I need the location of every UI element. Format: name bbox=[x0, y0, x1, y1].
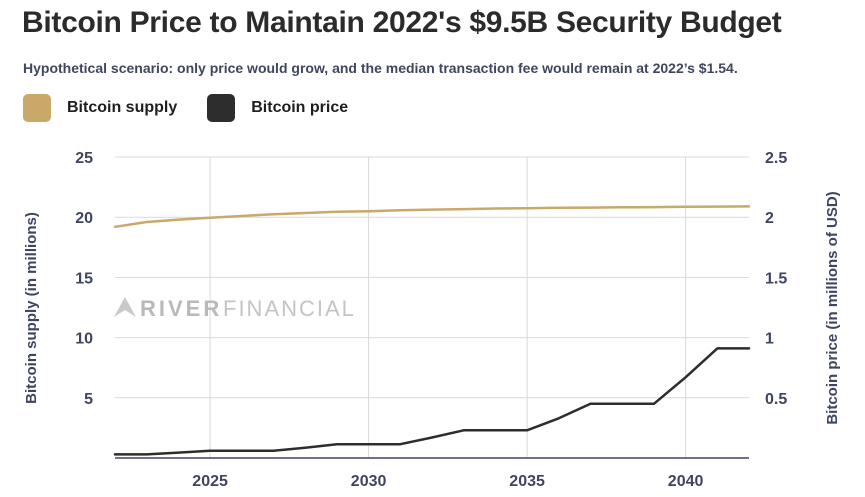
y-left-axis-title: Bitcoin supply (in millions) bbox=[23, 212, 40, 404]
y-right-tick-label: 0.5 bbox=[765, 391, 787, 408]
x-tick-label: 2040 bbox=[668, 473, 704, 490]
y-right-tick-label: 2 bbox=[765, 210, 774, 227]
y-left-tick-label: 5 bbox=[84, 391, 93, 408]
legend-label-supply: Bitcoin supply bbox=[67, 99, 178, 116]
legend: Bitcoin supply Bitcoin price bbox=[23, 92, 378, 124]
watermark-logo-icon bbox=[114, 297, 136, 317]
series-line-price bbox=[113, 347, 751, 456]
watermark-brand: RIVER bbox=[140, 296, 222, 321]
legend-swatch-price bbox=[207, 94, 236, 122]
y-right-tick-label: 1 bbox=[765, 331, 774, 348]
watermark-logo: RIVER FINANCIAL bbox=[114, 296, 356, 321]
y-right-tick-label: 1.5 bbox=[765, 270, 787, 287]
series-line-supply bbox=[113, 205, 751, 229]
y-left-tick-label: 20 bbox=[75, 210, 93, 227]
watermark-suffix: FINANCIAL bbox=[223, 296, 356, 321]
y-left-tick-label: 25 bbox=[75, 150, 93, 167]
y-right-axis-title: Bitcoin price (in millions of USD) bbox=[824, 191, 841, 424]
x-tick-label: 2035 bbox=[509, 473, 545, 490]
y-left-tick-label: 15 bbox=[75, 270, 93, 287]
chart-subtitle: Hypothetical scenario: only price would … bbox=[23, 60, 738, 76]
legend-swatch-supply bbox=[23, 94, 51, 122]
legend-item-price[interactable]: Bitcoin price bbox=[207, 94, 348, 122]
x-tick-label: 2025 bbox=[192, 473, 228, 490]
chart-title: Bitcoin Price to Maintain 2022's $9.5B S… bbox=[22, 6, 782, 39]
y-left-tick-label: 10 bbox=[75, 331, 93, 348]
y-right-tick-label: 2.5 bbox=[765, 150, 787, 167]
legend-label-price: Bitcoin price bbox=[251, 99, 349, 116]
x-tick-label: 2030 bbox=[351, 473, 387, 490]
legend-item-supply[interactable]: Bitcoin supply bbox=[23, 94, 177, 122]
